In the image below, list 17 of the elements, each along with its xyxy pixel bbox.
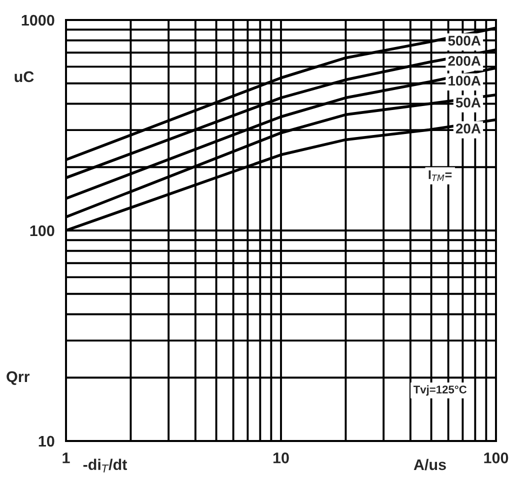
y-tick-label: 10 [38, 436, 54, 447]
x-tick-label: 1 [62, 452, 70, 464]
annotation: I$_{TM}$= [428, 170, 452, 182]
annotation: Tvj=125°C [413, 385, 467, 396]
text: uC [14, 71, 34, 82]
series-label: 50A [456, 98, 481, 108]
text: A/us [414, 458, 446, 470]
series-label: 200A [448, 56, 481, 66]
y-tick-label: 1000 [22, 14, 54, 26]
y-tick-label: 100 [30, 225, 54, 236]
series-label: 500A [448, 36, 481, 46]
series-label: 20A [456, 124, 481, 134]
x-axis-title: -di$_{T}$/dt [83, 458, 128, 472]
x-tick-label: 100 [484, 452, 508, 464]
y-axis-title: Qrr [6, 371, 30, 385]
x-tick-label: 10 [273, 452, 289, 464]
series-label: 100A [448, 76, 481, 86]
